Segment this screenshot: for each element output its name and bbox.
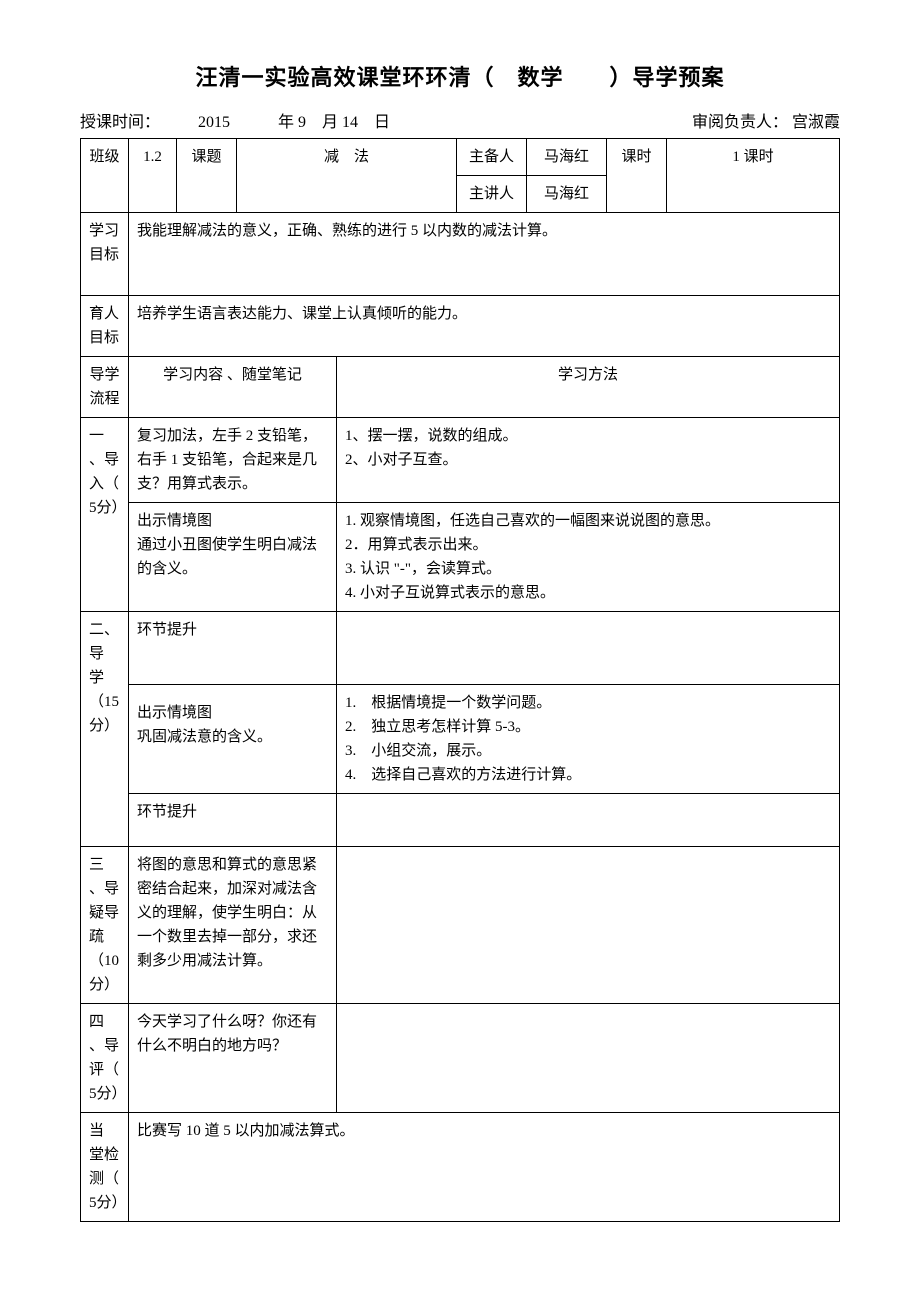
class-value: 1.2 (129, 139, 177, 213)
period-label: 课时 (607, 139, 667, 213)
stage4-content: 今天学习了什么呀？你还有什么不明白的地方吗？ (129, 1004, 337, 1113)
stage1-row: 一 、导 入（ 5分） 复习加法，左手 2 支铅笔，右手 1 支铅笔，合起来是几… (81, 418, 840, 503)
flow-header-row: 导学流程 学习内容 、随堂笔记 学习方法 (81, 357, 840, 418)
stage2-content4: 环节提升 (129, 794, 337, 847)
stage2-row2: 二、导 学（15分） 环节提升 (81, 612, 840, 685)
header-row: 班级 1.2 课题 减 法 主备人 马海红 课时 1 课时 (81, 139, 840, 176)
reviewer-label: 审阅负责人： (692, 114, 788, 131)
study-goal-value: 我能理解减法的意义，正确、熟练的进行 5 以内数的减法计算。 (129, 213, 840, 296)
topic-label: 课题 (177, 139, 237, 213)
stage2-row1: 出示情境图 通过小丑图使学生明白减法的含义。 1. 观察情境图，任选自己喜欢的一… (81, 503, 840, 612)
stage4-method (337, 1004, 840, 1113)
stage3-content: 将图的意思和算式的意思紧密结合起来，加深对减法含义的理解，使学生明白：从一个数里… (129, 847, 337, 1004)
flow-method-label: 学习方法 (337, 357, 840, 418)
stage2-content3: 出示情境图 巩固减法意的含义。 (129, 685, 337, 794)
moral-goal-value: 培养学生语言表达能力、课堂上认真倾听的能力。 (129, 296, 840, 357)
stage1-label: 一 、导 入（ 5分） (81, 418, 129, 612)
topic-value: 减 法 (237, 139, 457, 213)
date-label: 授课时间： (80, 114, 160, 131)
reviewer-value: 宫淑霞 (792, 114, 840, 131)
stage3-row: 三 、导 疑导 疏（10分） 将图的意思和算式的意思紧密结合起来，加深对减法含义… (81, 847, 840, 1004)
stage2-content1: 出示情境图 通过小丑图使学生明白减法的含义。 (129, 503, 337, 612)
study-goal-row: 学习目标 我能理解减法的意义，正确、熟练的进行 5 以内数的减法计算。 (81, 213, 840, 296)
stage5-content: 比赛写 10 道 5 以内加减法算式。 (129, 1113, 840, 1222)
lesson-table: 班级 1.2 课题 减 法 主备人 马海红 课时 1 课时 主讲人 马海红 学习… (80, 138, 840, 1222)
lesson-plan-page: 汪清一实验高效课堂环环清（ 数学 ）导学预案 授课时间： 2015 年 9 月 … (80, 60, 840, 1222)
stage1-content: 复习加法，左手 2 支铅笔，右手 1 支铅笔，合起来是几支？用算式表示。 (129, 418, 337, 503)
stage2-label: 二、导 学（15分） (81, 612, 129, 847)
stage5-row: 当 堂检 测（ 5分） 比赛写 10 道 5 以内加减法算式。 (81, 1113, 840, 1222)
preparer-value: 马海红 (527, 139, 607, 176)
lecturer-label: 主讲人 (457, 176, 527, 213)
meta-line: 授课时间： 2015 年 9 月 14 日 审阅负责人： 宫淑霞 (80, 108, 840, 132)
period-value: 1 课时 (667, 139, 840, 213)
date-value: 2015 年 9 月 14 日 (198, 114, 390, 131)
stage2-row3: 出示情境图 巩固减法意的含义。 1. 根据情境提一个数学问题。 2. 独立思考怎… (81, 685, 840, 794)
stage2-method2 (337, 612, 840, 685)
stage2-method3: 1. 根据情境提一个数学问题。 2. 独立思考怎样计算 5-3。 3. 小组交流… (337, 685, 840, 794)
page-title: 汪清一实验高效课堂环环清（ 数学 ）导学预案 (80, 60, 840, 92)
stage3-method (337, 847, 840, 1004)
stage2-content2: 环节提升 (129, 612, 337, 685)
preparer-label: 主备人 (457, 139, 527, 176)
stage4-row: 四 、导 评（ 5分） 今天学习了什么呀？你还有什么不明白的地方吗？ (81, 1004, 840, 1113)
stage5-label: 当 堂检 测（ 5分） (81, 1113, 129, 1222)
stage2-method1: 1. 观察情境图，任选自己喜欢的一幅图来说说图的意思。 2．用算式表示出来。 3… (337, 503, 840, 612)
flow-content-label: 学习内容 、随堂笔记 (129, 357, 337, 418)
stage2-method4 (337, 794, 840, 847)
moral-goal-label: 育人目标 (81, 296, 129, 357)
stage2-row4: 环节提升 (81, 794, 840, 847)
flow-stage-label: 导学流程 (81, 357, 129, 418)
study-goal-label: 学习目标 (81, 213, 129, 296)
stage1-method: 1、摆一摆，说数的组成。 2、小对子互查。 (337, 418, 840, 503)
class-label: 班级 (81, 139, 129, 213)
lecturer-value: 马海红 (527, 176, 607, 213)
moral-goal-row: 育人目标 培养学生语言表达能力、课堂上认真倾听的能力。 (81, 296, 840, 357)
stage4-label: 四 、导 评（ 5分） (81, 1004, 129, 1113)
stage3-label: 三 、导 疑导 疏（10分） (81, 847, 129, 1004)
